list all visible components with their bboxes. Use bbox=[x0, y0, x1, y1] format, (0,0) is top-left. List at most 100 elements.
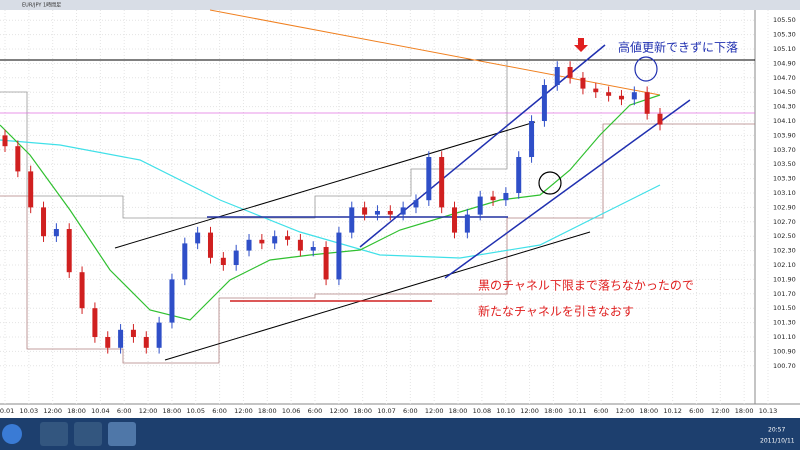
x-tick-label: 10.04 bbox=[91, 407, 110, 415]
y-tick-label: 104.30 bbox=[773, 103, 796, 111]
candle-body bbox=[118, 329, 124, 348]
candle-body bbox=[541, 85, 547, 121]
y-tick-label: 102.30 bbox=[773, 247, 796, 255]
x-tick-label: 12:00 bbox=[616, 407, 635, 415]
x-tick-label: 10.05 bbox=[186, 407, 205, 415]
y-tick-label: 102.10 bbox=[773, 261, 796, 269]
candle-body bbox=[272, 236, 278, 244]
y-tick-label: 103.50 bbox=[773, 160, 796, 168]
candle-body bbox=[66, 229, 72, 273]
y-tick-label: 103.70 bbox=[773, 146, 796, 154]
candle-body bbox=[2, 135, 8, 147]
candle-body bbox=[53, 229, 59, 237]
x-tick-label: 12:00 bbox=[43, 407, 62, 415]
candle-body bbox=[259, 239, 265, 244]
x-tick-label: 12:00 bbox=[711, 407, 730, 415]
y-tick-label: 101.70 bbox=[773, 290, 796, 298]
y-tick-label: 102.70 bbox=[773, 218, 796, 226]
y-tick-label: 104.50 bbox=[773, 88, 796, 96]
x-tick-label: 10.08 bbox=[473, 407, 492, 415]
y-tick-label: 103.10 bbox=[773, 189, 796, 197]
candle-body bbox=[195, 232, 201, 244]
y-tick-label: 104.70 bbox=[773, 74, 796, 82]
clock-date: 2011/10/11 bbox=[760, 438, 795, 445]
highlight-circle bbox=[538, 171, 562, 195]
candle-body bbox=[516, 157, 522, 193]
y-tick-label: 105.10 bbox=[773, 45, 796, 53]
x-tick-label: 10.12 bbox=[663, 407, 682, 415]
annotation: 黒のチャネル下限まで落ちなかったので bbox=[478, 279, 694, 293]
candle-body bbox=[606, 92, 612, 96]
candle-body bbox=[387, 211, 393, 215]
candle-body bbox=[15, 146, 21, 172]
candle-body bbox=[503, 193, 509, 201]
x-tick-label: 12:00 bbox=[520, 407, 539, 415]
x-tick-label: 12:00 bbox=[329, 407, 348, 415]
channel-blue-bottom bbox=[444, 99, 691, 279]
annotation: 高値更新できずに下落 bbox=[618, 40, 738, 55]
low-band bbox=[0, 123, 755, 364]
y-tick-label: 101.30 bbox=[773, 319, 796, 327]
candle-body bbox=[374, 211, 380, 215]
y-tick-label: 100.70 bbox=[773, 362, 796, 370]
y-tick-label: 104.10 bbox=[773, 117, 796, 125]
y-tick-label: 102.90 bbox=[773, 203, 796, 211]
x-tick-label: 10.06 bbox=[282, 407, 301, 415]
highlight-circle bbox=[634, 56, 658, 82]
x-tick-label: 10.07 bbox=[377, 407, 396, 415]
y-tick-label: 100.90 bbox=[773, 347, 796, 355]
x-tick-label: 12:00 bbox=[139, 407, 158, 415]
taskbar-app[interactable] bbox=[74, 422, 102, 446]
x-tick-label: 18:00 bbox=[735, 407, 754, 415]
x-tick-label: 10.01 bbox=[0, 407, 14, 415]
candle-body bbox=[400, 207, 406, 215]
candle-body bbox=[220, 257, 226, 265]
y-tick-label: 101.50 bbox=[773, 304, 796, 312]
x-tick-label: 6:00 bbox=[594, 407, 609, 415]
x-tick-label: 6:00 bbox=[689, 407, 704, 415]
candle-body bbox=[182, 243, 188, 280]
candle-body bbox=[41, 207, 47, 237]
x-tick-label: 12:00 bbox=[234, 407, 253, 415]
x-tick-label: 18:00 bbox=[449, 407, 468, 415]
candle-body bbox=[297, 239, 303, 251]
high-band bbox=[0, 59, 755, 219]
candle-body bbox=[593, 88, 599, 93]
channel-black-top bbox=[114, 121, 536, 249]
start-button[interactable] bbox=[2, 424, 22, 444]
candle-body bbox=[477, 196, 483, 215]
candle-body bbox=[644, 92, 650, 114]
candle-body bbox=[130, 329, 136, 337]
y-tick-label: 105.50 bbox=[773, 16, 796, 24]
candle-body bbox=[554, 67, 560, 85]
candle-body bbox=[285, 236, 291, 240]
x-tick-label: 10.13 bbox=[759, 407, 778, 415]
y-tick-label: 104.90 bbox=[773, 59, 796, 67]
candle-body bbox=[349, 207, 355, 233]
x-tick-label: 6:00 bbox=[212, 407, 227, 415]
title-bar bbox=[0, 0, 800, 10]
candle-body bbox=[618, 95, 624, 100]
taskbar-app[interactable] bbox=[108, 422, 136, 446]
x-tick-label: 6:00 bbox=[403, 407, 418, 415]
candle-body bbox=[657, 113, 663, 125]
channel-black-bottom bbox=[164, 231, 591, 361]
ma-short bbox=[0, 94, 661, 321]
candle-body bbox=[79, 272, 85, 309]
candle-body bbox=[143, 337, 149, 348]
candle-body bbox=[362, 207, 368, 215]
candle-body bbox=[207, 232, 213, 258]
y-tick-label: 103.90 bbox=[773, 131, 796, 139]
candle-body bbox=[105, 337, 111, 348]
x-tick-label: 18:00 bbox=[163, 407, 182, 415]
x-tick-label: 18:00 bbox=[544, 407, 563, 415]
candle-body bbox=[310, 247, 316, 251]
candle-body bbox=[426, 157, 432, 201]
x-tick-label: 18:00 bbox=[67, 407, 86, 415]
candle-body bbox=[580, 77, 586, 89]
taskbar-app[interactable] bbox=[40, 422, 68, 446]
x-tick-label: 18:00 bbox=[258, 407, 277, 415]
x-tick-label: 10.11 bbox=[568, 407, 587, 415]
candle-body bbox=[631, 92, 637, 100]
